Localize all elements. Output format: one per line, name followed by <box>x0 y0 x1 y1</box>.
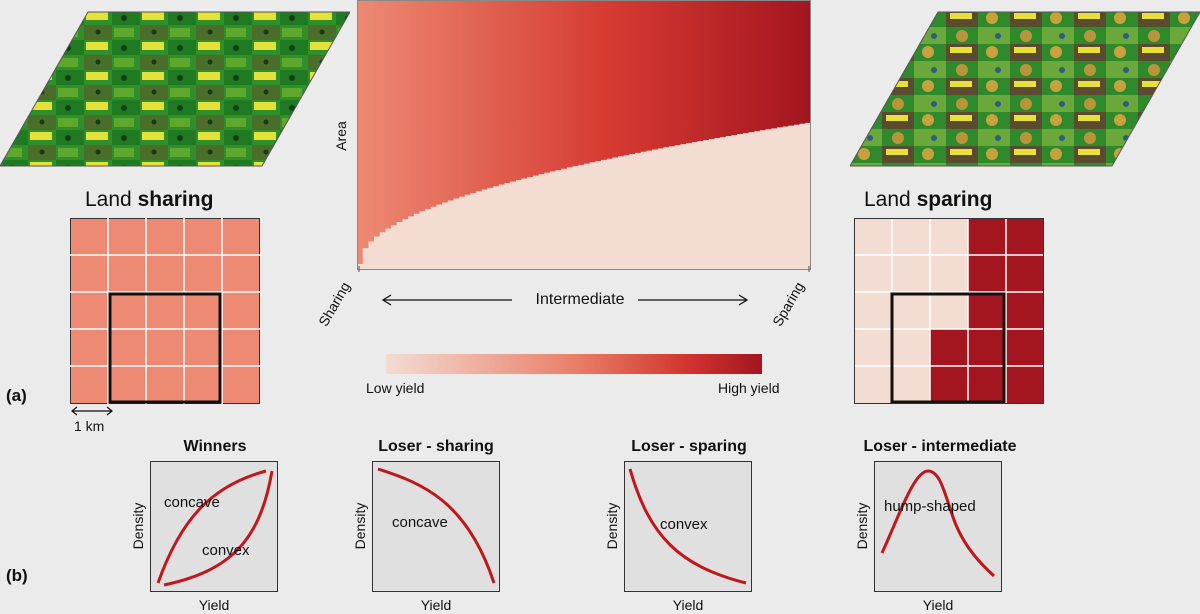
curve-label-concave-2: concave <box>392 514 448 531</box>
yield-colorbar <box>386 354 762 374</box>
land-sparing-grid <box>854 218 1044 404</box>
curve-xlabel-winners: Yield <box>198 597 230 613</box>
colorbar-high-label: High yield <box>718 380 780 396</box>
xlabel-intermediate: Intermediate <box>535 291 625 308</box>
hump-shaped-curve <box>880 469 996 578</box>
curve-title-loser-sharing: Loser - sharing <box>378 438 494 455</box>
curve-title-loser-intermediate: Loser - intermediate <box>863 438 1017 455</box>
scale-bar <box>71 406 113 416</box>
curve-label-concave: concave <box>164 494 220 511</box>
main-area-plot <box>357 0 811 272</box>
curve-ylabel-loser-sharing: Density <box>352 502 368 550</box>
intermediate-arrows <box>381 294 749 306</box>
main-plot-ylabel: Area <box>333 121 349 151</box>
curve-title-loser-sparing: Loser - sparing <box>631 438 747 455</box>
xlabel-sharing: Sharing <box>315 279 354 329</box>
curve-xlabel-loser-intermediate: Yield <box>922 597 954 613</box>
scale-label: 1 km <box>74 418 105 434</box>
curve-ylabel-winners: Density <box>130 502 146 550</box>
curve-panel-loser-sparing <box>624 461 752 592</box>
curve-label-convex-3: convex <box>660 516 708 533</box>
sharing-landscape-illustration <box>0 11 350 167</box>
concave-curve <box>156 469 267 584</box>
land-sharing-grid <box>70 218 260 404</box>
panel-label-b: (b) <box>6 566 28 585</box>
curve-panel-loser-sharing <box>372 461 500 592</box>
curve-ylabel-loser-intermediate: Density <box>854 502 870 550</box>
land-sharing-title: Land sharing <box>85 188 214 211</box>
curve-xlabel-loser-sharing: Yield <box>420 597 452 613</box>
curve-title-winners: Winners <box>183 438 247 455</box>
colorbar-low-label: Low yield <box>366 380 425 396</box>
curve-xlabel-loser-sparing: Yield <box>672 597 704 613</box>
curve-panel-winners <box>150 461 278 592</box>
concave-decreasing-curve <box>377 467 496 584</box>
xlabel-sparing: Sparing <box>769 279 808 329</box>
panel-label-a: (a) <box>6 386 27 405</box>
convex-curve <box>163 470 274 587</box>
land-sparing-title: Land sparing <box>864 188 993 211</box>
curve-label-hump: hump-shaped <box>884 498 976 515</box>
convex-decreasing-curve <box>628 468 747 585</box>
curve-panel-loser-intermediate <box>874 461 1002 592</box>
sparing-landscape-illustration <box>850 11 1200 167</box>
curve-label-convex: convex <box>202 542 250 559</box>
curve-ylabel-loser-sparing: Density <box>604 502 620 550</box>
